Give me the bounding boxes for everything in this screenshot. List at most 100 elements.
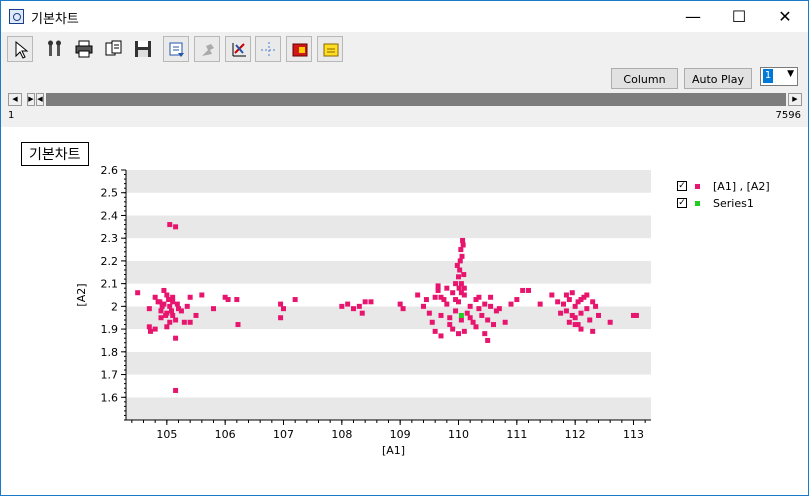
print-button[interactable] (71, 36, 97, 62)
data-point-series-a (453, 281, 459, 287)
data-point-series-a (488, 294, 494, 300)
grid-band (126, 260, 651, 284)
data-point-series-a (362, 299, 368, 305)
export-button[interactable] (163, 36, 189, 62)
data-point-series-a (572, 315, 578, 321)
data-point-series-a (157, 299, 163, 305)
data-point-series-a (135, 290, 141, 296)
y-tick-label: 2.4 (101, 209, 119, 222)
range-start-handle[interactable]: ▶ (27, 93, 35, 106)
marker-b-button[interactable] (317, 36, 343, 62)
grid-band (126, 192, 651, 216)
y-tick-label: 1.9 (101, 323, 119, 336)
autoplay-button[interactable]: Auto Play (684, 68, 752, 89)
data-point-series-a (596, 312, 601, 318)
legend-item-series-a[interactable]: ✓ [A1] , [A2] (677, 179, 807, 196)
data-point-series-a (450, 290, 456, 296)
data-point-series-a (164, 324, 170, 330)
data-point-series-a (167, 319, 173, 325)
data-point-series-a (278, 301, 284, 307)
data-point-series-a (633, 312, 639, 318)
x-tick-label: 112 (565, 428, 586, 441)
data-point-series-a (152, 294, 158, 300)
data-point-series-a (473, 324, 479, 330)
data-point-series-a (461, 292, 467, 298)
data-point-series-a (444, 285, 450, 291)
data-point-series-a (520, 287, 526, 293)
data-point-series-a (152, 326, 158, 332)
column-button[interactable]: Column (611, 68, 678, 89)
data-point-series-a (438, 312, 444, 318)
scroll-right-button[interactable]: ▶ (788, 93, 802, 106)
grid-band (126, 397, 651, 420)
settings-button[interactable] (42, 36, 68, 62)
data-point-series-a (225, 297, 231, 303)
data-point-series-a (457, 258, 463, 264)
legend-checkbox-series-a[interactable]: ✓ (677, 181, 687, 191)
data-point-series-a (173, 335, 179, 341)
app-icon (9, 9, 24, 24)
y-tick-label: 1.8 (101, 346, 119, 359)
axis-button[interactable] (225, 36, 251, 62)
data-point-series-a (432, 294, 438, 300)
data-point-series-a (456, 299, 461, 305)
data-point-series-a (170, 312, 176, 318)
data-point-series-a (158, 308, 164, 314)
data-point-series-a (432, 328, 438, 334)
data-point-series-a (184, 303, 190, 309)
data-point-series-a (187, 294, 193, 300)
marker-a-button[interactable] (286, 36, 312, 62)
data-point-series-a (167, 222, 173, 228)
data-point-series-a (575, 299, 581, 305)
arrow-left-icon: ◀ (12, 95, 18, 103)
settings-icon (48, 40, 61, 56)
grid-band (126, 283, 651, 307)
data-point-series-a (590, 299, 596, 305)
data-point-series-a (482, 301, 488, 307)
data-point-series-a (581, 294, 587, 300)
pointer-button[interactable] (7, 36, 33, 62)
data-point-series-a (587, 317, 593, 323)
handle-right-icon: ▶ (28, 95, 34, 103)
data-point-series-a (199, 292, 205, 298)
maximize-button[interactable]: ☐ (716, 1, 762, 32)
data-point-series-a (146, 306, 152, 312)
legend-checkbox-series-b[interactable]: ✓ (677, 198, 687, 208)
range-slider[interactable]: ◀ ▶ ◀ ▶ (8, 93, 802, 106)
y-tick-label: 2.2 (101, 255, 119, 268)
x-tick-label: 105 (156, 428, 177, 441)
range-track[interactable] (46, 93, 786, 106)
data-point-series-a (461, 285, 467, 291)
data-point-series-a (563, 292, 569, 298)
data-point-series-a (461, 328, 467, 334)
scroll-left-button[interactable]: ◀ (8, 93, 22, 106)
x-tick-label: 111 (506, 428, 527, 441)
y-tick-label: 2.3 (101, 232, 119, 245)
data-point-series-a (193, 312, 199, 318)
y-tick-label: 2.5 (101, 187, 119, 200)
range-end-handle[interactable]: ◀ (36, 93, 44, 106)
data-point-series-a (566, 297, 572, 303)
data-point-series-a (222, 294, 228, 300)
series-select[interactable]: 1 ▼ (760, 67, 798, 86)
legend-item-series-b[interactable]: ✓ Series1 (677, 196, 807, 213)
data-point-series-a (235, 322, 241, 328)
copy-button[interactable] (101, 36, 127, 62)
save-button[interactable] (130, 36, 156, 62)
data-point-series-a (537, 301, 543, 307)
data-point-series-a (400, 306, 406, 312)
close-button[interactable]: ✕ (762, 1, 808, 32)
y-tick-label: 2.6 (101, 164, 119, 177)
data-point-series-a (458, 281, 464, 287)
grid-band (126, 238, 651, 261)
data-point-series-a (356, 303, 362, 309)
legend-label-series-a: [A1] , [A2] (713, 180, 770, 193)
data-point-series-a (458, 247, 464, 253)
disabled-tool-button[interactable] (194, 36, 220, 62)
data-point-series-a (476, 306, 482, 312)
data-point-series-a (563, 308, 569, 314)
minimize-button[interactable]: — (670, 1, 716, 32)
crosshair-button[interactable] (255, 36, 281, 62)
title-bar[interactable]: 기본차트 — ☐ ✕ (1, 1, 808, 32)
